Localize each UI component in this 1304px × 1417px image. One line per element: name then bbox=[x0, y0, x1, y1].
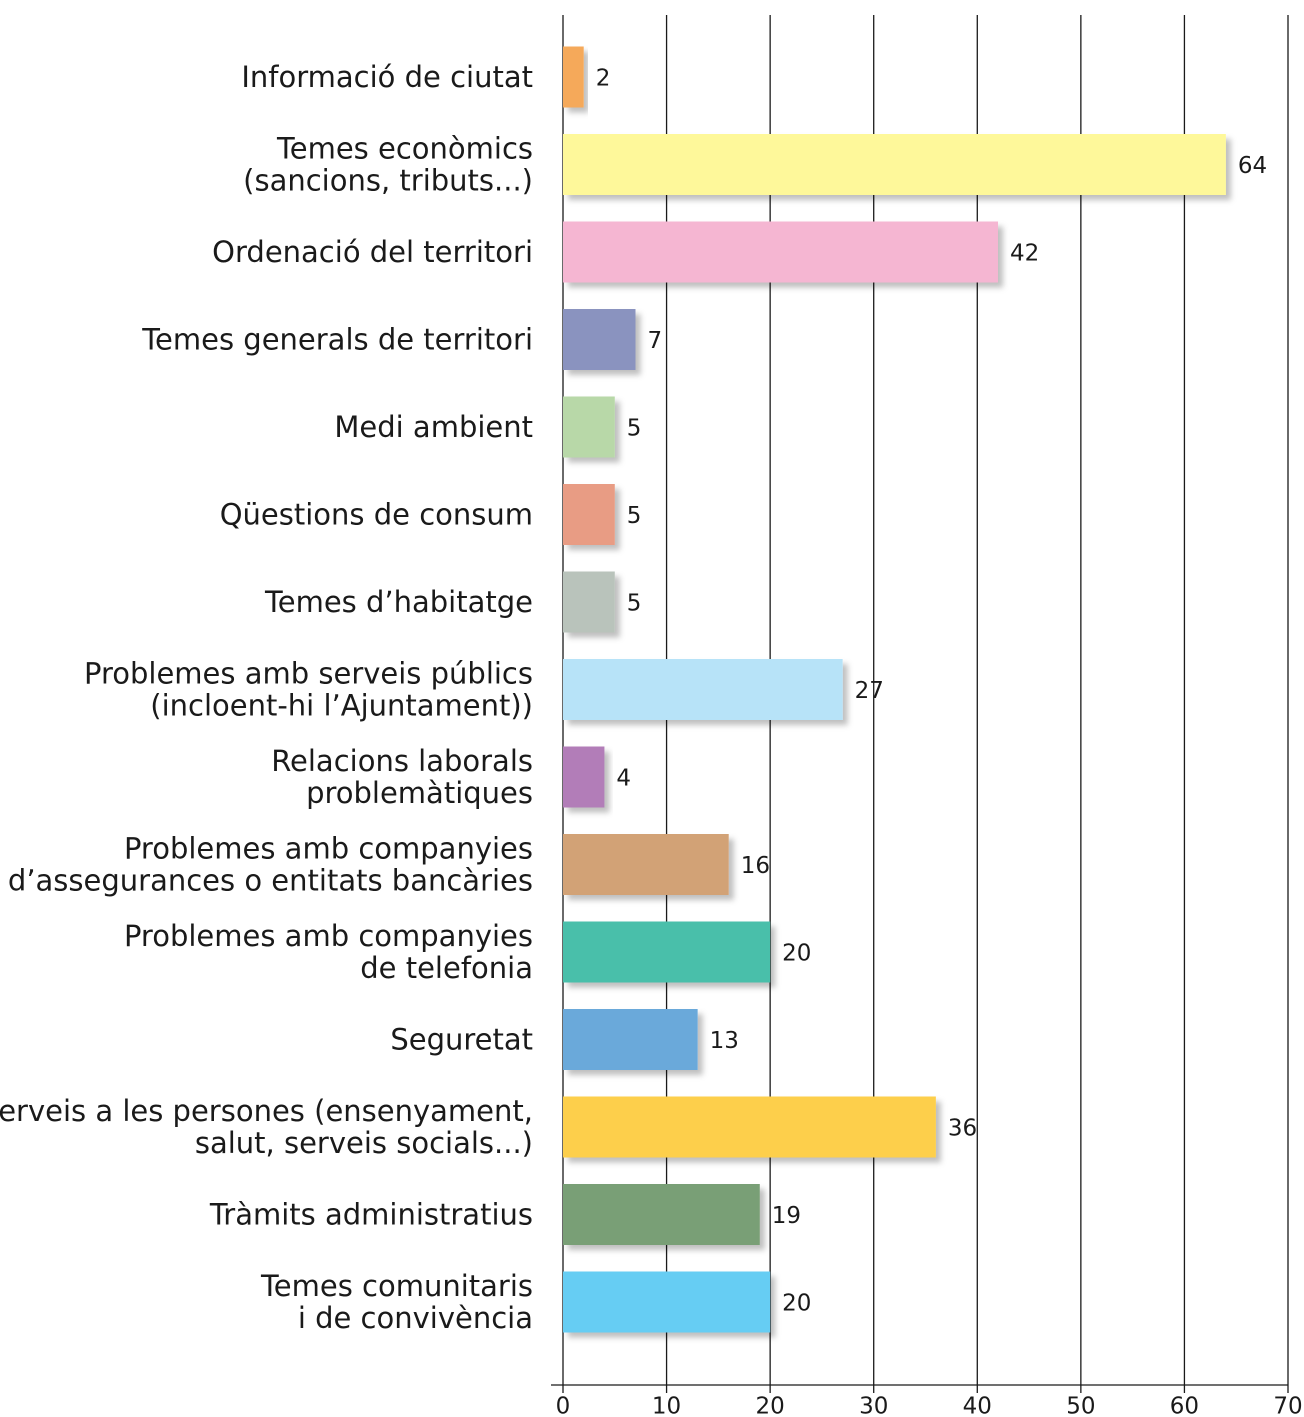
bar bbox=[563, 746, 605, 808]
bar bbox=[563, 484, 615, 545]
value-label: 64 bbox=[1238, 153, 1267, 179]
value-label: 20 bbox=[782, 1291, 811, 1317]
value-label: 7 bbox=[648, 328, 663, 354]
value-label: 42 bbox=[1010, 241, 1039, 267]
value-label: 2 bbox=[596, 66, 611, 92]
category-label: Tràmits administratius bbox=[209, 1198, 533, 1232]
category-label: Qüestions de consum bbox=[220, 498, 533, 532]
category-label: i de convivència bbox=[298, 1301, 533, 1335]
x-tick-label: 40 bbox=[963, 1394, 992, 1417]
category-label: Informació de ciutat bbox=[241, 60, 533, 94]
category-label: Medi ambient bbox=[334, 410, 533, 444]
bar bbox=[563, 571, 615, 633]
value-label: 5 bbox=[627, 416, 642, 442]
x-tick-label: 50 bbox=[1066, 1394, 1095, 1417]
bar bbox=[563, 46, 584, 108]
value-label: 36 bbox=[948, 1116, 977, 1142]
x-tick-label: 70 bbox=[1273, 1394, 1302, 1417]
category-label: Seguretat bbox=[390, 1023, 533, 1057]
category-label: salut, serveis socials...) bbox=[195, 1126, 533, 1160]
bar bbox=[563, 134, 1226, 195]
value-label: 13 bbox=[710, 1028, 739, 1054]
value-label: 27 bbox=[855, 678, 884, 704]
bar bbox=[563, 659, 843, 720]
bar bbox=[563, 309, 636, 370]
category-label: problemàtiques bbox=[306, 776, 533, 810]
category-label: Problemes amb companyies bbox=[124, 919, 533, 953]
category-label: (sancions, tributs...) bbox=[243, 164, 533, 198]
value-label: 16 bbox=[741, 853, 770, 879]
category-label: de telefonia bbox=[360, 951, 533, 985]
value-label: 4 bbox=[616, 766, 631, 792]
bar bbox=[563, 1009, 698, 1070]
x-tick-label: 30 bbox=[859, 1394, 888, 1417]
x-tick-label: 10 bbox=[652, 1394, 681, 1417]
category-label: Problemes amb serveis públics bbox=[84, 657, 533, 691]
category-label: Temes generals de territori bbox=[141, 323, 533, 357]
bar bbox=[563, 921, 771, 983]
value-label: 5 bbox=[627, 591, 642, 617]
category-label: Ordenació del territori bbox=[212, 235, 533, 269]
category-label: Serveis a les persones (ensenyament, bbox=[0, 1094, 533, 1128]
category-label: Temes comunitaris bbox=[260, 1269, 533, 1303]
bar bbox=[563, 834, 729, 895]
x-tick-label: 60 bbox=[1170, 1394, 1199, 1417]
bar bbox=[563, 221, 998, 283]
bar bbox=[563, 1184, 760, 1245]
bar bbox=[563, 396, 615, 458]
category-label: (incloent-hi l’Ajuntament)) bbox=[150, 689, 533, 723]
bar bbox=[563, 1096, 936, 1158]
category-label: Problemes amb companyies bbox=[124, 832, 533, 866]
x-tick-label: 20 bbox=[756, 1394, 785, 1417]
category-label: d’assegurances o entitats bancàries bbox=[8, 864, 533, 898]
value-label: 20 bbox=[782, 941, 811, 967]
category-label: Relacions laborals bbox=[271, 744, 533, 778]
category-label: Temes econòmics bbox=[276, 132, 533, 166]
bar bbox=[563, 1271, 771, 1333]
x-tick-label: 0 bbox=[556, 1394, 571, 1417]
category-label: Temes d’habitatge bbox=[264, 585, 533, 619]
value-label: 5 bbox=[627, 503, 642, 529]
value-label: 19 bbox=[772, 1203, 801, 1229]
